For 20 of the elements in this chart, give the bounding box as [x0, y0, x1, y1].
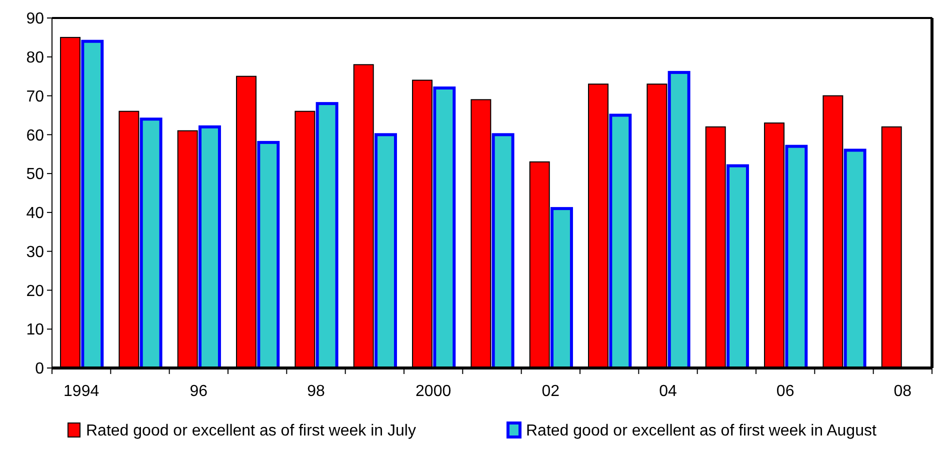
x-tick-label: 2000 [416, 383, 452, 400]
y-tick-label: 70 [26, 88, 44, 106]
y-tick-label: 50 [26, 166, 44, 184]
y-tick-label: 20 [26, 282, 44, 300]
y-tick-label: 40 [26, 205, 44, 222]
x-tick-label: 96 [190, 383, 208, 400]
y-tick-label: 60 [26, 127, 44, 144]
y-tick-label: 90 [26, 10, 44, 28]
x-tick-label: 08 [894, 383, 912, 400]
y-tick-label: 0 [35, 360, 44, 378]
legend-label: Rated good or excellent as of first week in August [526, 422, 877, 440]
y-tick-label: 30 [26, 244, 44, 261]
x-tick-label: 04 [659, 383, 677, 400]
legend-label: Rated good or excellent as of first week in July [86, 422, 416, 440]
x-tick-label: 06 [776, 383, 794, 400]
y-tick-label: 10 [26, 322, 44, 339]
x-tick-label: 1994 [64, 383, 100, 400]
y-tick-label: 80 [26, 49, 44, 66]
x-tick-label: 98 [307, 383, 325, 400]
x-tick-label: 02 [542, 383, 560, 400]
